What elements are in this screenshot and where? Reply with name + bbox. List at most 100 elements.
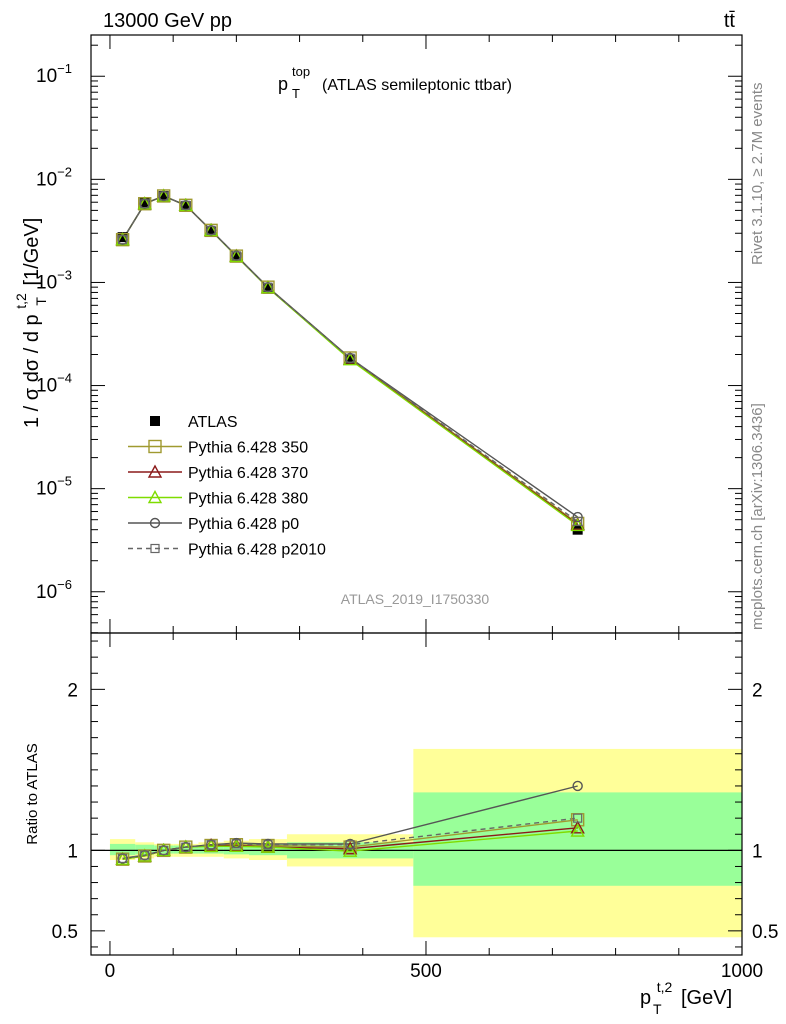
- main-point-atlas: [139, 197, 150, 208]
- main-ytick-label: 10−4: [36, 371, 72, 397]
- ratio-band-inner: [173, 845, 199, 854]
- ratio-band-inner: [249, 843, 287, 856]
- main-point-p2010: [345, 353, 355, 363]
- main-point-p2010: [231, 251, 241, 261]
- main-ytick-base: 10: [36, 66, 57, 87]
- ratio-frame: [90, 632, 743, 956]
- ratio-ylabel: Ratio to ATLAS: [24, 743, 41, 844]
- main-point-atlas: [231, 252, 242, 263]
- main-ytick-exp: −6: [57, 577, 72, 592]
- ratio-band-inner: [223, 844, 250, 855]
- ratio-point-p370: [570, 820, 585, 834]
- main-point-p2010: [118, 235, 128, 245]
- main-ylabel: 1 / σ dσ / d p t,2 T [1/GeV]: [9, 218, 51, 428]
- main-point-p2010: [181, 200, 191, 210]
- legend-marker-p350: [148, 439, 162, 454]
- ratio-ytick-label: 0.5: [52, 922, 78, 943]
- legend-label-p380: Pythia 6.428 380: [188, 491, 308, 508]
- main-title: p top T (ATLAS semileptonic ttbar): [278, 60, 512, 102]
- legend-label-p350: Pythia 6.428 350: [188, 440, 308, 457]
- main-point-p380: [342, 352, 358, 366]
- main-point-p2010: [140, 199, 150, 209]
- main-ytick-label: 10−6: [36, 577, 72, 603]
- ratio-ytick-label: 2: [67, 680, 78, 701]
- main-point-p2010: [573, 516, 583, 527]
- main-point-atlas: [262, 283, 273, 294]
- main-point-p380: [570, 517, 585, 532]
- main-marks: [115, 188, 585, 535]
- analysis-id: ATLAS_2019_I1750330: [341, 591, 490, 607]
- ratio-ytick-label-right: 2: [752, 680, 763, 701]
- ratio-point-p380: [115, 851, 130, 865]
- ratio-xtick-label: 500: [410, 961, 442, 982]
- main-title-main: p: [278, 74, 288, 94]
- main-ytick-base: 10: [36, 272, 57, 293]
- main-ytick-label: 10−2: [36, 164, 72, 190]
- ratio-band-inner: [109, 843, 136, 856]
- ratio-point-p380: [342, 843, 358, 857]
- main-panel: 10−610−510−410−310−210−1 p top T (ATLAS …: [9, 34, 743, 634]
- ratio-point-p2010: [206, 840, 216, 850]
- mcplots-label: mcplots.cern.ch [arXiv:1306.3436]: [749, 403, 766, 630]
- ratio-xlabel-sup: t,2: [657, 979, 673, 995]
- ratio-point-p2010: [118, 853, 128, 864]
- main-ytick-exp: −2: [57, 164, 72, 179]
- main-point-atlas: [158, 190, 169, 201]
- main-point-p2010: [263, 282, 273, 292]
- ratio-point-p380: [137, 848, 152, 862]
- ratio-xlabel-unit: [GeV]: [681, 987, 732, 1009]
- legend-label-p2010: Pythia 6.428 p2010: [188, 542, 326, 559]
- main-axes: 10−610−510−410−310−210−1: [36, 35, 743, 634]
- ratio-band-inner: [413, 792, 742, 886]
- ratio-axes: 0.5 0.5 1 1 2 2 0 500 1000: [52, 633, 778, 982]
- legend-marker-p2010: [150, 543, 160, 554]
- legend-label-p370: Pythia 6.428 370: [188, 465, 308, 482]
- main-ytick-label: 10−5: [36, 474, 72, 500]
- main-point-p2010: [159, 191, 169, 201]
- ratio-ytick-label-right: 0.5: [752, 922, 778, 943]
- header-right: tt̄: [724, 10, 736, 32]
- main-ytick-base: 10: [36, 479, 57, 500]
- legend-marker-p380: [147, 490, 163, 504]
- ratio-xlabel-sub: T: [653, 1001, 662, 1017]
- main-point-atlas: [345, 354, 356, 365]
- rivet-label: Rivet 3.1.10, ≥ 2.7M events: [749, 83, 766, 266]
- legend-marker-p0: [149, 517, 161, 529]
- legend-label-atlas: ATLAS: [188, 414, 238, 431]
- ratio-xlabel-main: p: [640, 987, 651, 1009]
- ratio-band-inner: [154, 845, 174, 854]
- legend-label-p0: Pythia 6.428 p0: [188, 516, 299, 533]
- legend: ATLAS Pythia 6.428 350 Pythia 6.428 370 Pyt…: [128, 414, 326, 559]
- main-title-sup: top: [292, 64, 310, 79]
- ratio-marks: [91, 780, 742, 866]
- main-ytick-base: 10: [36, 169, 57, 190]
- ratio-point-p380: [570, 823, 585, 837]
- main-ylabel-text: 1 / σ dσ / d p t,2 T [1/GeV]: [9, 218, 51, 428]
- main-point-p380: [260, 280, 276, 294]
- main-ytick-base: 10: [36, 376, 57, 397]
- ratio-ytick-label-right: 1: [752, 841, 763, 862]
- main-title-rest: (ATLAS semileptonic ttbar): [322, 77, 512, 94]
- legend-marker-atlas: [150, 416, 160, 426]
- ratio-point-p2010: [231, 839, 241, 849]
- main-ylabel-sup: t,2: [13, 293, 29, 309]
- main-title-sub: T: [292, 86, 300, 101]
- main-ylabel-main: 1 / σ dσ / d p: [21, 314, 43, 428]
- main-ytick-base: 10: [36, 582, 57, 603]
- main-ytick-label: 10−3: [36, 267, 72, 293]
- main-ytick-exp: −1: [57, 61, 72, 76]
- ratio-point-p2010: [573, 813, 583, 823]
- ratio-panel: 0.5 0.5 1 1 2 2 0 500 1000 Ratio to ATLAS p t,2 …: [24, 632, 778, 1017]
- ratio-point-p2010: [140, 850, 150, 860]
- main-ytick-label: 10−1: [36, 61, 72, 87]
- ratio-xtick-label: 0: [105, 961, 116, 982]
- main-ylabel-sub: T: [33, 297, 49, 306]
- ratio-point-p2010: [159, 845, 169, 855]
- main-point-atlas: [206, 226, 217, 237]
- main-point-atlas: [180, 201, 191, 212]
- ratio-point-p380: [203, 838, 219, 853]
- header-left: 13000 GeV pp: [103, 10, 232, 32]
- legend-marker-p370: [147, 464, 163, 478]
- ratio-point-p2010: [345, 840, 355, 850]
